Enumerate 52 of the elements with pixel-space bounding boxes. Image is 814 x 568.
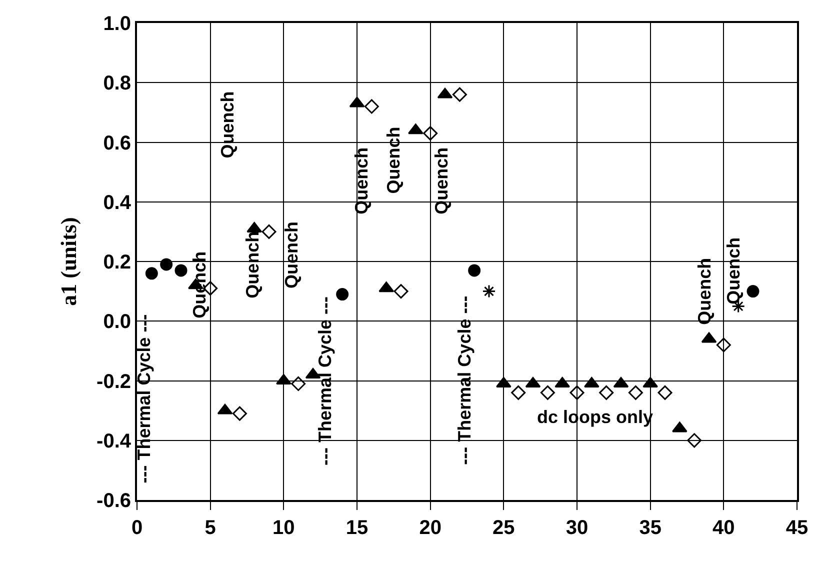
annotation: Quench <box>694 258 714 325</box>
annotation: Quench <box>242 231 262 298</box>
y-tick-label: 0.6 <box>103 132 131 154</box>
y-tick-label: 0.4 <box>103 192 132 214</box>
x-tick-label: 15 <box>346 517 368 539</box>
y-tick-label: 0.2 <box>103 252 131 274</box>
y-tick-label: -0.6 <box>96 490 131 512</box>
x-tick-label: 30 <box>566 517 588 539</box>
annotation: --- Thermal Cycle --- <box>134 314 154 484</box>
y-tick-label: 0.8 <box>103 72 131 95</box>
point <box>511 385 526 400</box>
y-tick-label: -0.2 <box>96 370 131 393</box>
annotation: Quench <box>218 91 238 158</box>
point <box>160 258 173 271</box>
x-tick-label: 20 <box>419 517 442 539</box>
point <box>658 385 672 400</box>
annotation: Quench <box>281 222 302 289</box>
x-tick-label: 25 <box>492 517 515 539</box>
point <box>570 385 584 400</box>
x-tick-label: 10 <box>272 517 295 539</box>
point <box>687 433 702 448</box>
point <box>174 264 188 277</box>
y-tick-label: -0.4 <box>96 430 132 452</box>
x-tick-label: 35 <box>639 517 662 539</box>
point <box>599 385 614 400</box>
point <box>291 376 306 391</box>
annotation: Quench <box>384 126 404 194</box>
point <box>452 87 467 102</box>
point <box>145 267 158 280</box>
annotation: --- Thermal Cycle --- <box>314 296 335 466</box>
point <box>394 284 408 299</box>
point <box>468 264 481 277</box>
point <box>423 126 438 141</box>
annotation: --- Thermal Cycle --- <box>454 296 474 465</box>
y-tick-label: 0.0 <box>103 311 131 334</box>
point <box>746 285 760 298</box>
annotation: Quench <box>431 147 452 214</box>
x-tick-label: 40 <box>712 517 735 539</box>
point <box>716 338 731 352</box>
point <box>262 224 276 239</box>
y-tick-label: 1.0 <box>103 13 131 35</box>
point <box>482 284 496 298</box>
point <box>364 99 379 114</box>
x-tick-label: 5 <box>204 517 216 539</box>
point <box>336 288 349 301</box>
point <box>232 406 247 421</box>
point <box>628 385 643 400</box>
x-tick-label: 0 <box>131 517 143 539</box>
annotation: Quench <box>723 237 744 304</box>
point <box>540 385 555 400</box>
x-tick-label: 45 <box>786 517 808 539</box>
y-axis-title: a1 (units) <box>56 217 81 306</box>
